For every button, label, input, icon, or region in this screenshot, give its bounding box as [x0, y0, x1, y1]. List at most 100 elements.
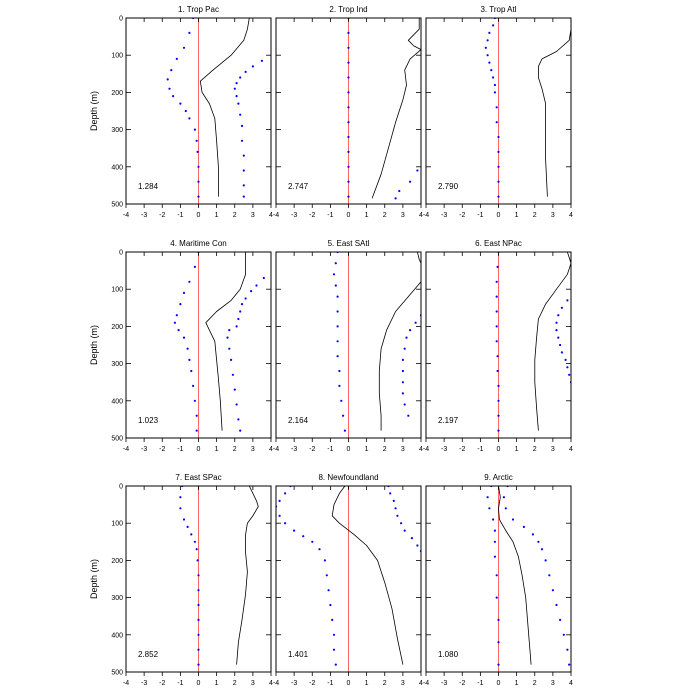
lower-bound-dot [497, 150, 500, 153]
lower-bound-dot [486, 54, 489, 57]
y-tick-label: 500 [111, 670, 123, 677]
upper-bound-dot [235, 403, 238, 406]
x-tick-label: 4 [269, 212, 273, 219]
lower-bound-dot [347, 61, 350, 64]
x-tick-label: -4 [123, 680, 129, 687]
lower-bound-dot [497, 135, 500, 139]
upper-bound-dot [551, 589, 555, 592]
upper-bound-dot [239, 310, 242, 313]
x-tick-label: 4 [419, 680, 423, 687]
upper-bound-dot [401, 369, 404, 373]
panel-6: 6. East NPac -4 -3 -2 -1 0 1 2 3 4 2.197 [423, 239, 573, 453]
upper-bound-dot [401, 358, 404, 361]
panel-2: 2. Trop Ind -4 -3 -2 -1 0 1 2 3 4 2.747 [273, 5, 423, 219]
lower-bound-dot [495, 596, 498, 599]
upper-bound-dot [511, 518, 515, 521]
x-tick-label: -1 [327, 446, 333, 453]
lower-bound-dot [197, 603, 200, 607]
x-tick-label: 2 [533, 446, 537, 453]
upper-bound-dot [242, 169, 245, 172]
x-tick-label: -4 [273, 212, 279, 219]
lower-bound-dot [336, 325, 339, 328]
y-axis-label: Depth (m) [89, 325, 99, 365]
upper-bound-dot [228, 329, 231, 332]
mean-profile-line [538, 18, 571, 197]
x-tick-label: 3 [401, 680, 405, 687]
y-axis-label: Depth (m) [89, 559, 99, 599]
upper-bound-dot [398, 189, 401, 193]
lower-bound-dot [278, 514, 281, 517]
upper-bound-dot [240, 303, 244, 306]
lower-bound-dot [496, 265, 499, 268]
lower-bound-dot [493, 555, 496, 558]
lower-bound-dot [497, 618, 500, 622]
lower-bound-dot [179, 303, 182, 306]
upper-bound-dot [531, 533, 535, 536]
x-tick-label: 3 [251, 212, 255, 219]
panel-annotation: 1.023 [138, 416, 159, 425]
upper-bound-dot [568, 663, 571, 666]
panel-5: 5. East SAtl -4 -3 -2 -1 0 1 2 3 4 2.164 [273, 239, 423, 453]
upper-bound-dot [242, 184, 245, 187]
upper-bound-dot [409, 329, 412, 332]
upper-bound-dot [401, 381, 404, 384]
panel-title: 8. Newfoundland [318, 473, 378, 482]
panel-title: 6. East NPac [475, 239, 522, 248]
x-tick-label: -1 [327, 680, 333, 687]
lower-bound-dot [347, 150, 350, 153]
lower-bound-dot [484, 46, 487, 49]
y-tick-label: 400 [111, 632, 123, 639]
upper-bound-dot [566, 366, 569, 369]
upper-bound-dot [239, 76, 242, 79]
lower-bound-dot [197, 633, 200, 636]
y-tick-label: 500 [111, 436, 123, 443]
mean-profile-line [371, 18, 421, 199]
plot-area [486, 486, 571, 672]
panel-1: 1. Trop Pac -4 -3 -2 -1 0 1 2 3 4 0 100 200 300 400 500… [89, 5, 273, 219]
upper-bound-dot [235, 95, 238, 98]
x-tick-label: 0 [347, 446, 351, 453]
x-tick-label: 3 [551, 446, 555, 453]
upper-bound-dot [228, 347, 231, 350]
x-tick-label: 0 [197, 212, 201, 219]
lower-bound-dot [486, 39, 489, 42]
panel-annotation: 2.747 [288, 182, 309, 191]
panel-annotation: 2.790 [438, 182, 459, 191]
upper-bound-dot [396, 514, 399, 517]
lower-bound-dot [192, 384, 195, 387]
lower-bound-dot [168, 87, 171, 90]
y-tick-label: 300 [111, 595, 123, 602]
x-tick-label: -2 [309, 212, 315, 219]
lower-bound-dot [488, 61, 491, 64]
lower-bound-dot [497, 180, 500, 183]
x-tick-label: -4 [423, 446, 429, 453]
lower-bound-dot [347, 76, 350, 79]
panel-title: 5. East SAtl [328, 239, 370, 248]
lower-bound-dot [495, 280, 498, 283]
upper-bound-dot [403, 347, 406, 350]
x-tick-label: -1 [177, 446, 183, 453]
panel-8: 8. Newfoundland -4 -3 -2 -1 0 1 2 3 4 1.401 [273, 473, 423, 687]
upper-bound-dot [566, 648, 569, 651]
y-tick-label: 500 [111, 202, 123, 209]
upper-bound-dot [562, 633, 565, 636]
x-tick-label: -2 [159, 212, 165, 219]
lower-bound-dot [497, 414, 500, 417]
upper-bound-dot [405, 336, 408, 339]
upper-bound-dot [260, 59, 263, 62]
x-tick-label: -2 [309, 446, 315, 453]
upper-bound-dot [416, 544, 419, 547]
lower-bound-dot [336, 295, 339, 298]
x-tick-label: 2 [383, 212, 387, 219]
y-tick-label: 200 [111, 558, 123, 565]
x-tick-label: 0 [497, 212, 501, 219]
upper-bound-dot [392, 499, 395, 502]
upper-bound-dot [250, 290, 253, 293]
panel-title: 4. Maritime Con [170, 239, 226, 248]
upper-bound-dot [389, 492, 392, 495]
lower-bound-dot [347, 46, 350, 49]
x-tick-label: 4 [269, 446, 273, 453]
upper-bound-dot [560, 351, 564, 354]
x-tick-label: 0 [347, 680, 351, 687]
upper-bound-dot [409, 180, 412, 183]
